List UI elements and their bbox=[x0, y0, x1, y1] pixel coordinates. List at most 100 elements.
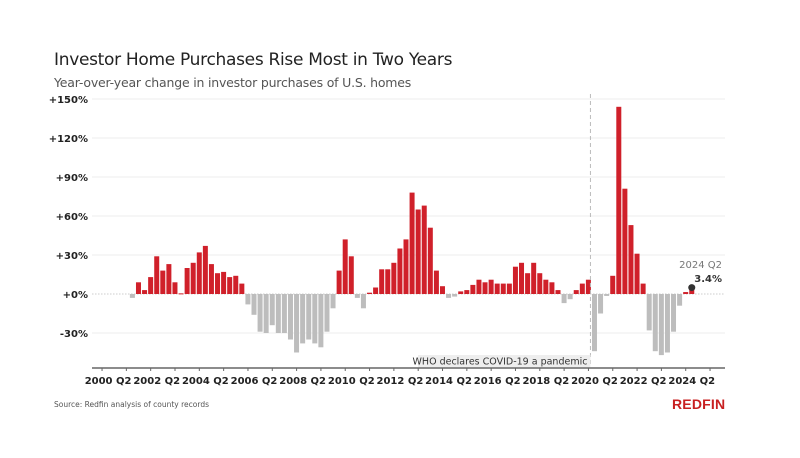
bar bbox=[500, 283, 506, 294]
y-tick-label: +0% bbox=[63, 290, 88, 301]
bar bbox=[385, 269, 391, 294]
x-tick-label: 2024 Q2 bbox=[668, 376, 715, 387]
bar bbox=[634, 253, 640, 294]
bar bbox=[397, 248, 403, 294]
bar bbox=[433, 270, 439, 294]
bar bbox=[196, 252, 202, 294]
bar bbox=[263, 294, 269, 333]
bar bbox=[336, 270, 342, 294]
bar bbox=[671, 294, 677, 332]
bar bbox=[275, 294, 281, 333]
x-tick-label: 2000 Q2 bbox=[85, 376, 132, 387]
bar bbox=[403, 239, 409, 294]
bar bbox=[421, 205, 427, 294]
bar bbox=[154, 256, 160, 294]
source-note: Source: Redfin analysis of county record… bbox=[54, 400, 209, 409]
bar bbox=[360, 294, 366, 309]
bar bbox=[184, 268, 190, 294]
bar bbox=[616, 106, 622, 294]
bar bbox=[689, 289, 695, 294]
bar bbox=[312, 294, 318, 344]
bar bbox=[306, 294, 312, 340]
bar bbox=[531, 262, 537, 294]
bar bbox=[446, 294, 452, 298]
bar bbox=[373, 287, 379, 294]
bar bbox=[452, 294, 458, 297]
bar bbox=[251, 294, 257, 315]
x-tick-label: 2016 Q2 bbox=[474, 376, 521, 387]
bar bbox=[245, 294, 251, 305]
x-tick-label: 2010 Q2 bbox=[328, 376, 375, 387]
bar bbox=[494, 283, 500, 294]
bar bbox=[519, 262, 525, 294]
x-tick-label: 2008 Q2 bbox=[279, 376, 326, 387]
bar bbox=[294, 294, 300, 353]
x-tick-label: 2006 Q2 bbox=[231, 376, 278, 387]
bar bbox=[439, 286, 445, 294]
bar bbox=[543, 279, 549, 294]
highlight-label: 2024 Q2 bbox=[679, 260, 722, 271]
bar bbox=[391, 262, 397, 294]
y-tick-label: +30% bbox=[56, 251, 88, 262]
bar bbox=[239, 283, 245, 294]
bar bbox=[464, 290, 470, 294]
bar bbox=[166, 264, 172, 294]
bar bbox=[318, 294, 324, 348]
bar bbox=[330, 294, 336, 309]
covid-annotation-box bbox=[418, 355, 591, 367]
bar bbox=[233, 275, 239, 294]
bar bbox=[652, 294, 658, 352]
bar bbox=[300, 294, 306, 344]
bar bbox=[287, 294, 293, 340]
bar bbox=[221, 271, 227, 294]
bar bbox=[354, 294, 360, 298]
bar bbox=[379, 269, 385, 294]
bar bbox=[208, 264, 214, 294]
bar bbox=[190, 262, 196, 294]
x-tick-label: 2018 Q2 bbox=[522, 376, 569, 387]
bar bbox=[142, 290, 148, 294]
bar bbox=[664, 294, 670, 353]
bar bbox=[135, 282, 141, 294]
bar bbox=[281, 294, 287, 333]
x-tick-label: 2002 Q2 bbox=[133, 376, 180, 387]
bar bbox=[567, 294, 573, 300]
bar bbox=[160, 270, 166, 294]
bar bbox=[561, 294, 567, 304]
bar bbox=[202, 245, 208, 294]
bar bbox=[579, 283, 585, 294]
bar bbox=[622, 188, 628, 294]
chart-title: Investor Home Purchases Rise Most in Two… bbox=[54, 50, 453, 70]
y-tick-label: -30% bbox=[60, 329, 88, 340]
bar bbox=[148, 277, 154, 294]
bar bbox=[409, 192, 415, 294]
bar bbox=[482, 282, 488, 294]
bar bbox=[348, 256, 354, 294]
y-tick-label: +90% bbox=[56, 173, 88, 184]
bar bbox=[415, 209, 421, 294]
covid-annotation-label: WHO declares COVID-19 a pandemic bbox=[413, 357, 588, 368]
bar bbox=[458, 291, 464, 294]
bar bbox=[573, 290, 579, 294]
y-tick-label: +120% bbox=[49, 134, 88, 145]
bar bbox=[555, 290, 561, 294]
chart-subtitle: Year-over-year change in investor purcha… bbox=[54, 75, 412, 90]
highlight-dot bbox=[688, 284, 696, 292]
bar bbox=[585, 279, 591, 294]
redfin-logo: REDFIN bbox=[672, 396, 726, 412]
gridlines bbox=[92, 98, 725, 334]
bar bbox=[470, 284, 476, 294]
bar bbox=[646, 294, 652, 331]
bar bbox=[269, 294, 275, 326]
bar bbox=[178, 293, 184, 295]
bar bbox=[506, 283, 512, 294]
bar bbox=[215, 273, 221, 294]
bar bbox=[640, 283, 646, 294]
bar bbox=[537, 273, 543, 294]
bar bbox=[257, 294, 263, 332]
highlight-value: 3.4% bbox=[694, 274, 722, 285]
bar bbox=[549, 282, 555, 294]
x-axis: 2000 Q2 2002 Q2 2004 Q2 2006 Q2 2008 Q2 2010 … bbox=[85, 367, 725, 387]
bar bbox=[488, 279, 494, 294]
